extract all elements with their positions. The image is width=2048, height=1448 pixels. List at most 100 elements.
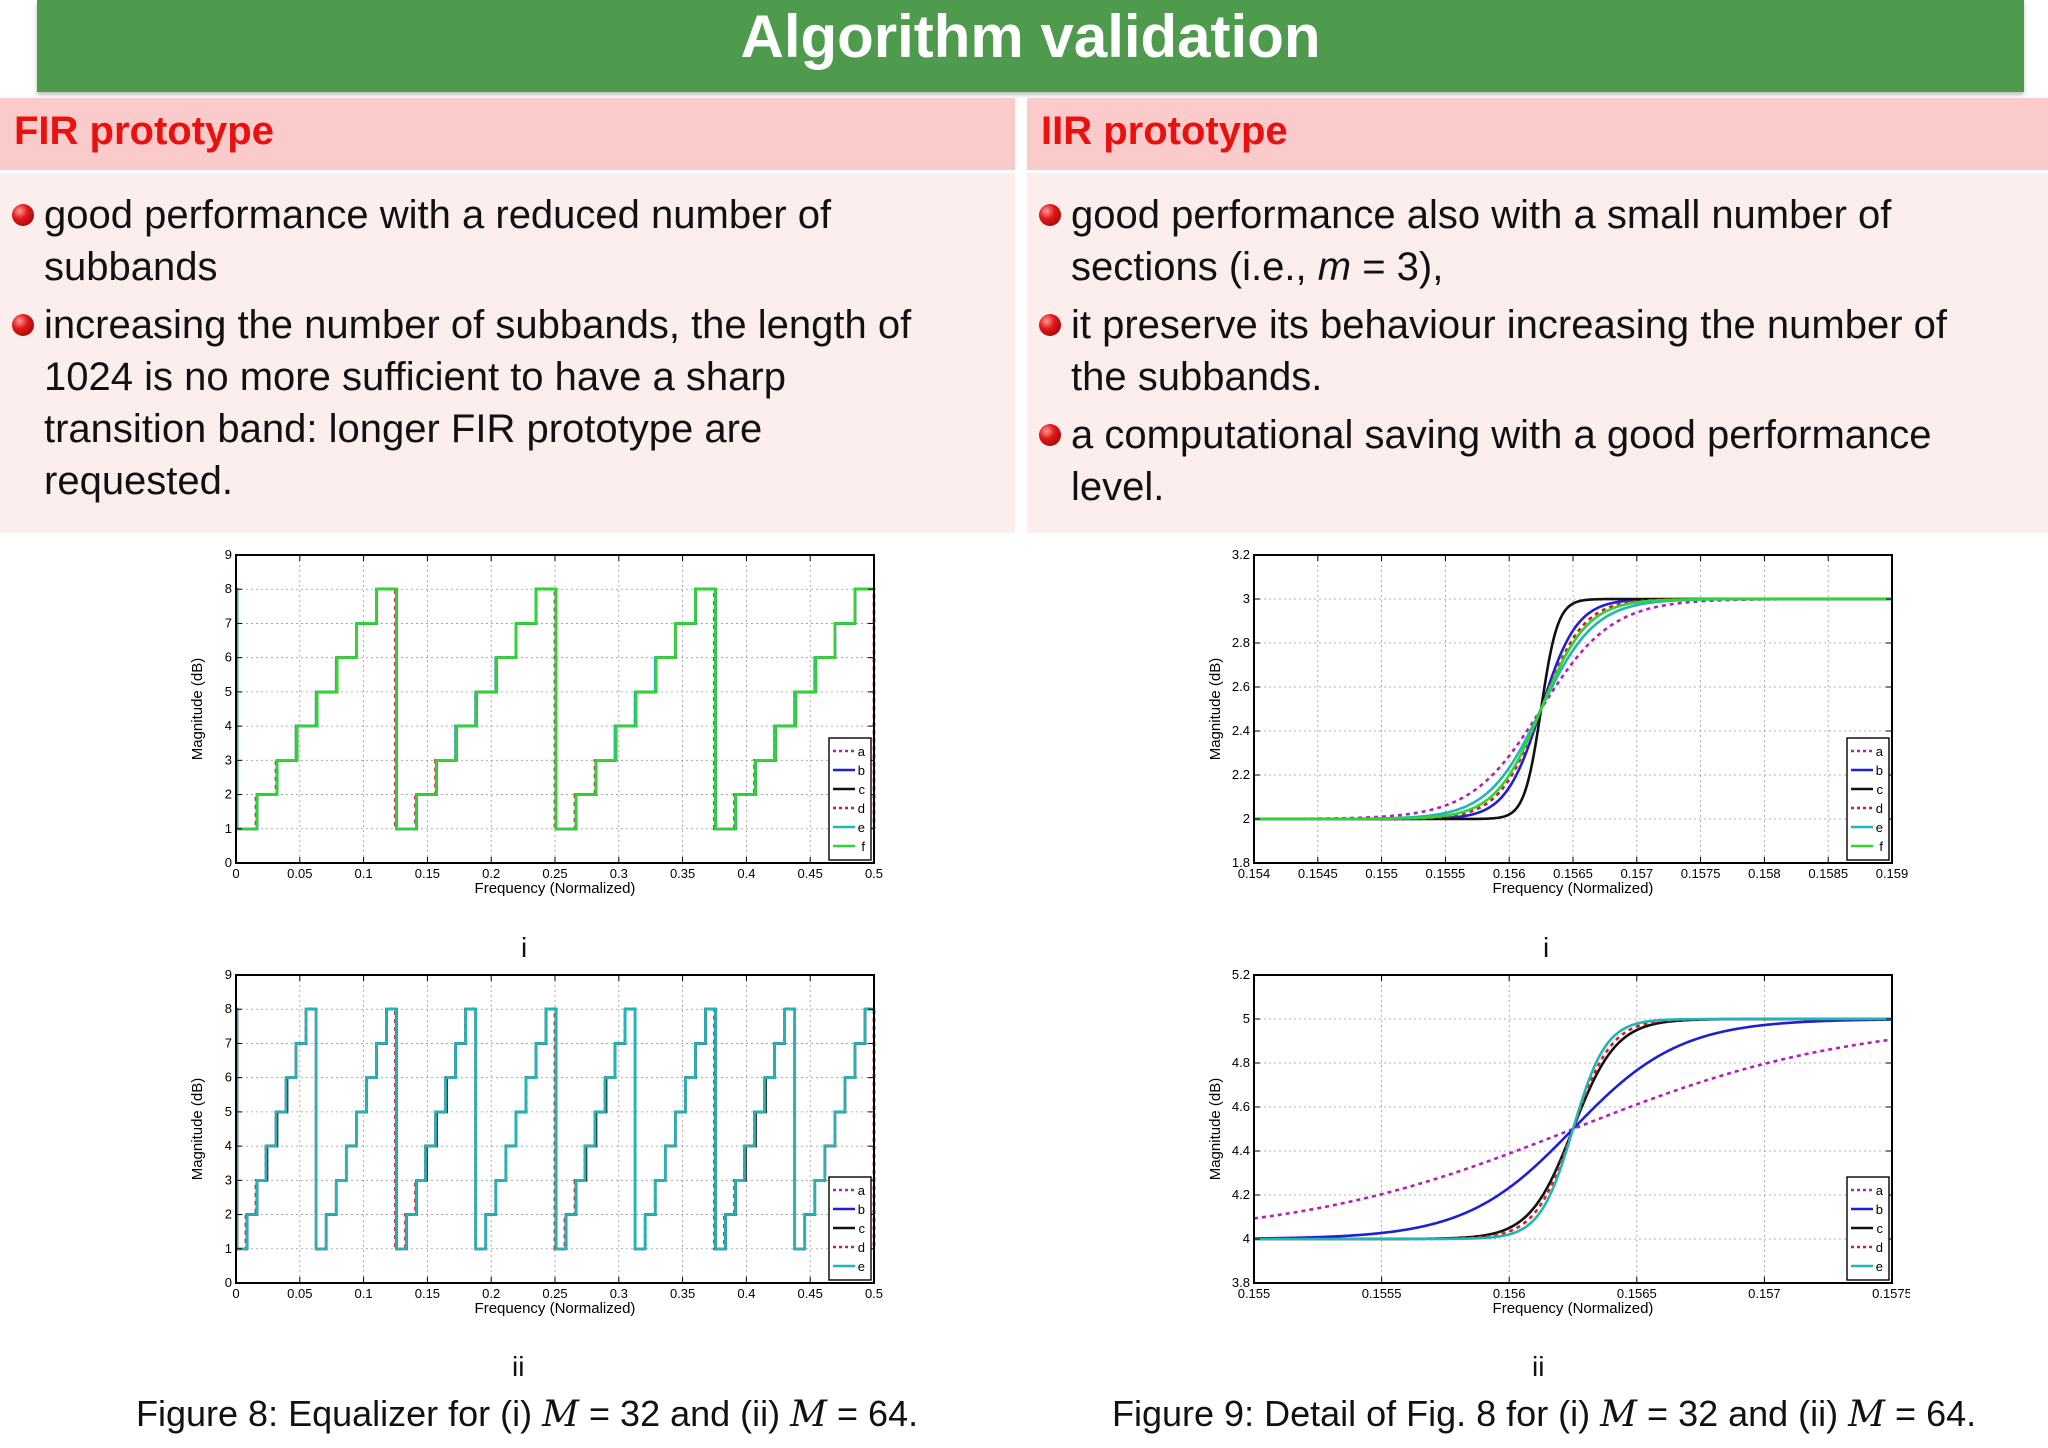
legend-label-e: e <box>858 820 865 835</box>
fig9-i-plot: 0.154 0.1545 0.155 0.1555 0.156 0.1565 0.157 0.… <box>1207 547 1908 897</box>
x-tick-label: 0.1575 <box>1681 866 1721 881</box>
bullet-line: subbands <box>44 245 218 289</box>
y-tick-label: 4 <box>1243 1231 1250 1246</box>
y-tick-label: 4.6 <box>1232 1099 1250 1114</box>
fir-heading-bar: FIR prototype <box>0 98 1015 170</box>
fig8-i-plot: 0 0.05 0.1 0.15 0.2 0.25 0.3 0.35 0.4 0.45 0.5 0 1 2 3… <box>189 547 883 897</box>
legend-label-c: c <box>859 782 866 797</box>
series-e-line <box>1254 1017 1892 1241</box>
fig8-ii-plot: 0 0.05 0.1 0.15 0.2 0.25 0.3 0.35 0.4 0.45 0.5 0 1 2 3… <box>189 967 883 1317</box>
iir-bullet-1: good performance also with a small numbe… <box>1039 189 1947 293</box>
y-tick-label: 2 <box>1243 811 1250 826</box>
bullet-line: sections (i.e., m = 3), <box>1071 245 1444 289</box>
x-tick-label: 0.05 <box>287 866 312 881</box>
figure-9-caption: Figure 9: Detail of Fig. 8 for (i) M = 3… <box>1112 1393 1977 1435</box>
bullet-line: transition band: longer FIR prototype ar… <box>44 407 763 451</box>
x-tick-label: 0.1565 <box>1617 1286 1657 1301</box>
bullet-ball-icon <box>12 314 34 336</box>
x-tick-label: 0.1565 <box>1553 866 1593 881</box>
x-tick-label: 0.4 <box>737 866 755 881</box>
y-tick-label: 3.8 <box>1232 1275 1250 1290</box>
x-tick-label: 0.1575 <box>1872 1286 1910 1301</box>
y-tick-label: 2 <box>225 787 232 802</box>
y-axis-label: Magnitude (dB) <box>1207 1078 1224 1181</box>
x-tick-label: 0.1555 <box>1426 866 1466 881</box>
x-tick-label: 0.45 <box>798 866 823 881</box>
y-tick-label: 4.4 <box>1232 1143 1250 1158</box>
legend-label-d: d <box>858 801 865 816</box>
y-tick-label: 3.2 <box>1232 547 1250 562</box>
y-tick-label: 0 <box>225 855 232 870</box>
x-tick-label: 0 <box>232 866 239 881</box>
y-tick-label: 6 <box>225 1070 232 1085</box>
y-tick-label: 9 <box>225 967 232 982</box>
slide-title: Algorithm validation <box>740 3 1321 70</box>
legend-label-a: a <box>1876 1183 1884 1198</box>
x-tick-label: 0.1 <box>355 1286 373 1301</box>
x-tick-label: 0.2 <box>482 1286 500 1301</box>
y-tick-label: 9 <box>225 547 232 562</box>
fig9-ii-plot: 0.155 0.1555 0.156 0.1565 0.157 0.1575 3.8 4 4.2… <box>1207 967 1910 1317</box>
legend-label-f: f <box>1879 839 1883 854</box>
x-tick-label: 0.3 <box>610 1286 628 1301</box>
x-tick-label: 0.5 <box>865 1286 883 1301</box>
legend-label-b: b <box>858 1202 865 1217</box>
iir-heading: IIR prototype <box>1041 109 1288 153</box>
y-tick-label: 5 <box>1243 1011 1250 1026</box>
grid <box>1253 554 1893 864</box>
x-tick-label: 0.1545 <box>1298 866 1338 881</box>
y-tick-label: 5 <box>225 1104 232 1119</box>
title-bar: Algorithm validation <box>37 0 2024 92</box>
x-tick-label: 0.45 <box>798 1286 823 1301</box>
legend-label-b: b <box>1876 1202 1883 1217</box>
bullet-line: increasing the number of subbands, the l… <box>44 303 912 347</box>
legend-label-d: d <box>1876 1240 1883 1255</box>
x-tick-label: 0.1555 <box>1362 1286 1402 1301</box>
y-tick-label: 0 <box>225 1275 232 1290</box>
fig9-sublabel-ii: ii <box>1532 1351 1545 1382</box>
x-tick-label: 0.05 <box>287 1286 312 1301</box>
figure-8-caption: Figure 8: Equalizer for (i) M = 32 and (… <box>136 1393 919 1435</box>
series-f-line <box>235 587 874 831</box>
legend-label-b: b <box>858 763 865 778</box>
y-tick-label: 2 <box>225 1207 232 1222</box>
iir-bullet-list: good performance also with a small numbe… <box>1039 189 1947 519</box>
axes-frame <box>1253 974 1893 1284</box>
y-tick-label: 7 <box>225 615 232 630</box>
legend-label-e: e <box>1876 1259 1883 1274</box>
x-tick-label: 0.3 <box>610 866 628 881</box>
y-tick-label: 3 <box>225 752 232 767</box>
y-axis-label: Magnitude (dB) <box>189 658 206 761</box>
x-axis-label: Frequency (Normalized) <box>475 1300 636 1317</box>
legend-label-d: d <box>858 1240 865 1255</box>
y-tick-label: 3 <box>225 1172 232 1187</box>
x-tick-label: 0.155 <box>1365 866 1398 881</box>
legend-label-e: e <box>858 1259 865 1274</box>
x-tick-label: 0.158 <box>1748 866 1781 881</box>
legend-label-c: c <box>859 1221 866 1236</box>
x-tick-label: 0.154 <box>1238 866 1271 881</box>
legend-label-f: f <box>861 839 865 854</box>
x-axis-label: Frequency (Normalized) <box>1493 1300 1654 1317</box>
y-tick-label: 4 <box>225 718 232 733</box>
x-tick-label: 0.156 <box>1493 1286 1526 1301</box>
y-tick-label: 2.2 <box>1232 767 1250 782</box>
x-tick-label: 0.15 <box>415 1286 440 1301</box>
x-axis-label: Frequency (Normalized) <box>475 880 636 897</box>
y-tick-label: 4.2 <box>1232 1187 1250 1202</box>
series-e-line <box>235 1007 874 1251</box>
legend-label-a: a <box>858 744 866 759</box>
y-tick-label: 6 <box>225 650 232 665</box>
legend-label-a: a <box>1876 744 1884 759</box>
iir-heading-bar: IIR prototype <box>1027 98 2048 170</box>
bullet-line: good performance also with a small numbe… <box>1071 193 1892 237</box>
x-tick-label: 0 <box>232 1286 239 1301</box>
x-tick-label: 0.2 <box>482 866 500 881</box>
y-tick-label: 1 <box>225 821 232 836</box>
x-tick-label: 0.157 <box>1621 866 1654 881</box>
x-tick-label: 0.15 <box>415 866 440 881</box>
bullet-line: level. <box>1071 465 1165 509</box>
